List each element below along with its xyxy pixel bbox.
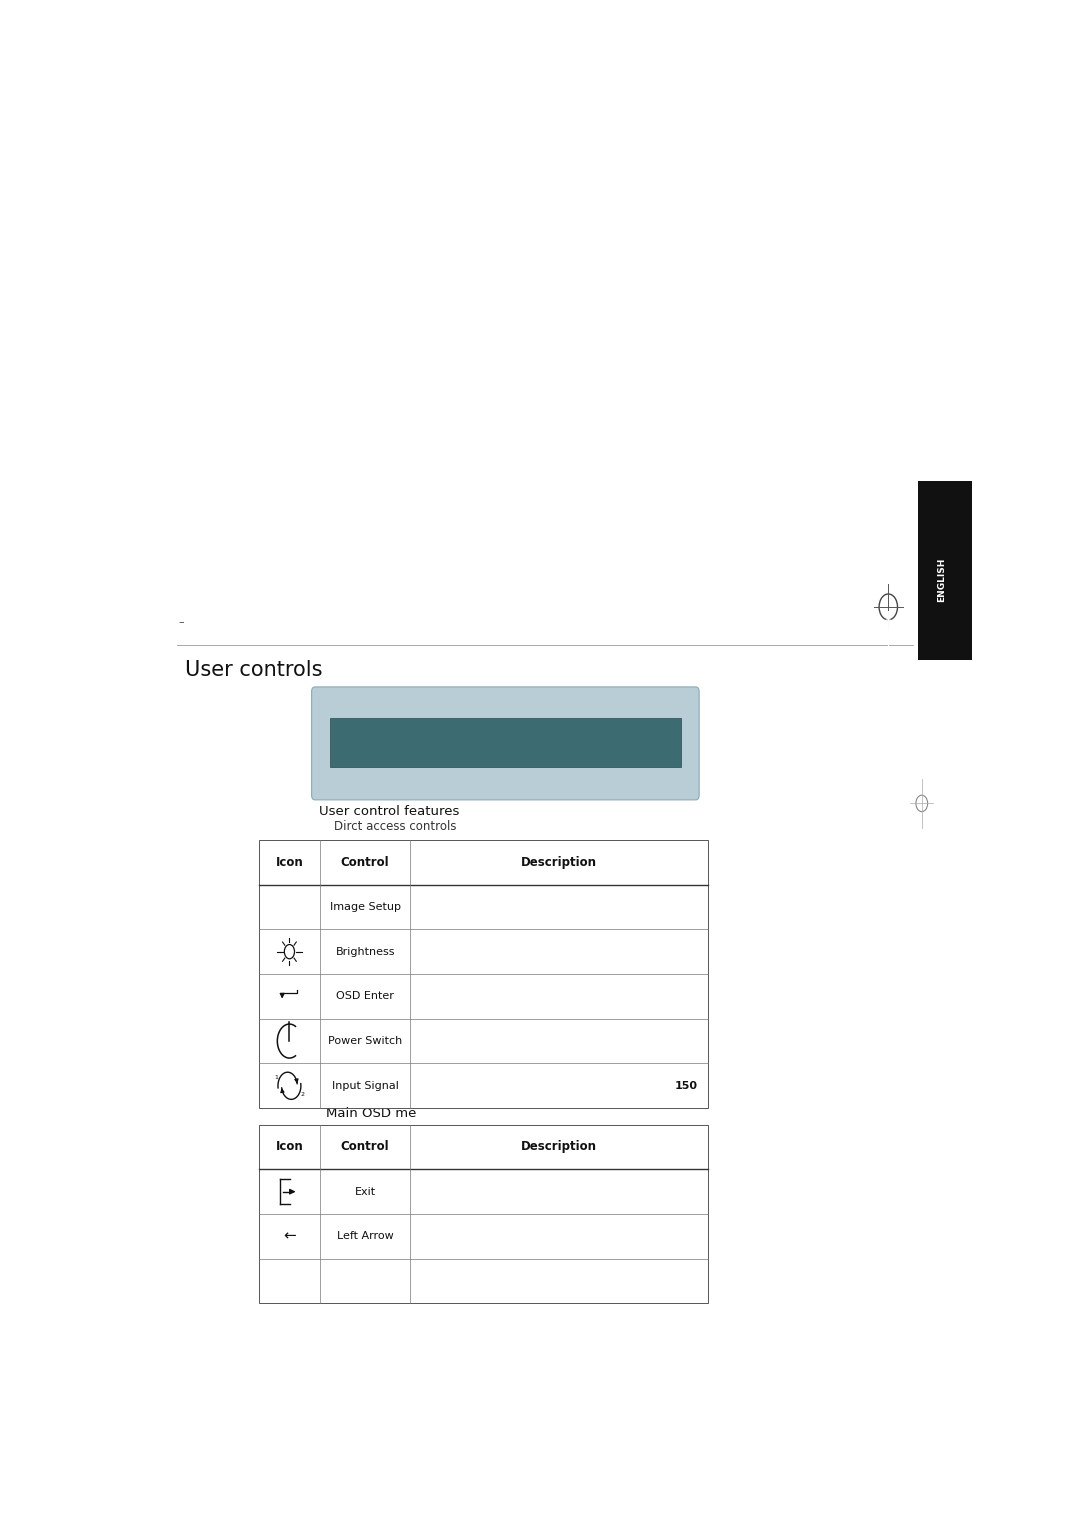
Text: Description: Description xyxy=(521,1140,597,1154)
Text: 150: 150 xyxy=(675,1080,698,1091)
Text: Exit: Exit xyxy=(354,1187,376,1196)
Text: Power Switch: Power Switch xyxy=(328,1036,402,1047)
Text: Description: Description xyxy=(521,856,597,869)
Bar xyxy=(259,1125,707,1303)
Text: Icon: Icon xyxy=(275,856,303,869)
Text: Dirct access controls: Dirct access controls xyxy=(334,821,457,833)
Circle shape xyxy=(931,575,962,620)
Bar xyxy=(259,840,707,1108)
Text: Left Arrow: Left Arrow xyxy=(337,1232,393,1241)
Text: 1: 1 xyxy=(274,1074,278,1080)
Text: Control: Control xyxy=(341,1140,390,1154)
FancyBboxPatch shape xyxy=(312,688,699,799)
Text: Image Setup: Image Setup xyxy=(329,902,401,912)
Text: 2: 2 xyxy=(300,1093,305,1097)
Text: User control features: User control features xyxy=(320,805,459,817)
Text: Input Signal: Input Signal xyxy=(332,1080,399,1091)
Text: OSD Enter: OSD Enter xyxy=(336,992,394,1001)
Text: Control: Control xyxy=(341,856,390,869)
Bar xyxy=(330,718,680,767)
Text: ENGLISH: ENGLISH xyxy=(937,558,946,602)
Text: ←: ← xyxy=(283,1229,296,1244)
Text: Icon: Icon xyxy=(275,1140,303,1154)
Bar xyxy=(918,481,972,660)
Text: –: – xyxy=(178,617,185,626)
Text: Brightness: Brightness xyxy=(336,947,395,957)
Text: Main OSD me: Main OSD me xyxy=(326,1106,416,1120)
Text: User controls: User controls xyxy=(186,660,323,680)
